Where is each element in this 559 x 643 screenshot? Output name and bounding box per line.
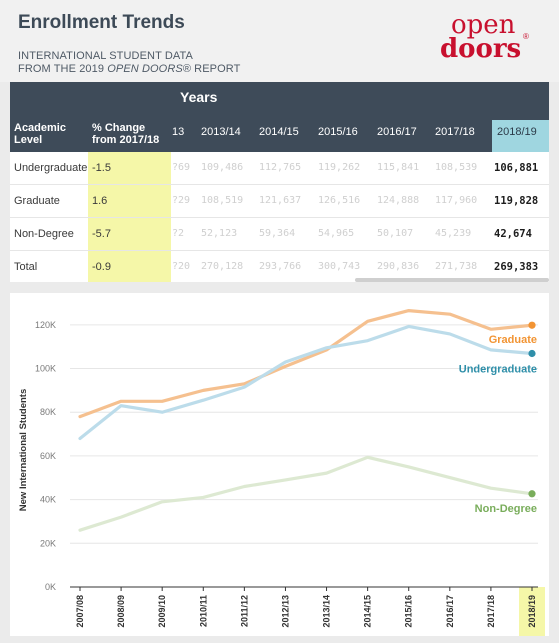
chart-svg: 0K 20K 40K 60K 80K 100K 120K 2007/08 2008/09 2009… bbox=[18, 309, 545, 636]
y-tick-label: 40K bbox=[40, 495, 56, 505]
x-tick-label: 2017/18 bbox=[486, 595, 496, 628]
series-end-point-graduate bbox=[528, 321, 536, 329]
open-doors-logo: open doors ® bbox=[440, 10, 529, 64]
table-row: Total -0.9 ?20 270,128 293,766 300,743 2… bbox=[10, 251, 549, 282]
col-header-year: 2015/16 bbox=[318, 126, 358, 138]
highlight-band bbox=[519, 587, 545, 636]
series-end-point-undergraduate bbox=[528, 349, 536, 358]
col-header-year: 2016/17 bbox=[377, 126, 417, 138]
x-tick-label: 2014/15 bbox=[363, 595, 373, 628]
col-header-level: Academic Level bbox=[14, 122, 66, 146]
col-header-year: 2017/18 bbox=[435, 126, 475, 138]
subtitle-line-1: INTERNATIONAL STUDENT DATA bbox=[18, 50, 193, 62]
x-tick-label: 2013/14 bbox=[322, 595, 332, 628]
col-header-year-highlight[interactable]: 2018/19 bbox=[492, 120, 549, 152]
table-row: Non-Degree -5.7 ?2 52,123 59,364 54,965 … bbox=[10, 218, 549, 251]
enrollment-line-chart: 0K 20K 40K 60K 80K 100K 120K 2007/08 2008/09 2009… bbox=[10, 293, 549, 636]
x-tick-label: 2007/08 bbox=[75, 595, 85, 628]
y-tick-label: 20K bbox=[40, 538, 56, 548]
x-tick-label: 2010/11 bbox=[198, 595, 208, 627]
table-header: Years Academic Level % Change from 2017/… bbox=[10, 82, 549, 152]
col-header-year: 2014/15 bbox=[259, 126, 299, 138]
x-tick-label: 2008/09 bbox=[116, 595, 126, 628]
x-tick-label: 2016/17 bbox=[445, 595, 455, 628]
y-axis-label: New International Students bbox=[18, 389, 29, 511]
x-tick-label: 2012/13 bbox=[280, 595, 290, 628]
y-tick-label: 120K bbox=[35, 320, 56, 330]
col-header-year: 2013/14 bbox=[201, 126, 241, 138]
y-tick-label: 60K bbox=[40, 451, 56, 461]
y-tick-label: 80K bbox=[40, 407, 56, 417]
series-end-point-non-degree bbox=[528, 490, 536, 498]
page-title: Enrollment Trends bbox=[18, 12, 185, 33]
x-tick-label: 2015/16 bbox=[404, 595, 414, 628]
enrollment-table: Years Academic Level % Change from 2017/… bbox=[10, 82, 549, 282]
x-tick-label: 2009/10 bbox=[157, 595, 167, 628]
x-tick-label: 2011/12 bbox=[239, 595, 249, 627]
col-header-partial: 13 bbox=[172, 126, 185, 138]
y-tick-label: 0K bbox=[45, 582, 56, 592]
series-label-non-degree: Non-Degree bbox=[475, 503, 537, 515]
table-row: Graduate 1.6 ?29 108,519 121,637 126,516… bbox=[10, 185, 549, 218]
x-tick-label: 2018/19 bbox=[527, 595, 537, 628]
col-header-change: % Change from 2017/18 bbox=[92, 122, 160, 146]
series-label-graduate: Graduate bbox=[489, 334, 537, 346]
y-tick-label: 100K bbox=[35, 364, 56, 374]
series-line-non-degree bbox=[78, 455, 534, 532]
table-row: Undergraduate -1.5 ?69 109,486 112,765 1… bbox=[10, 152, 549, 185]
subtitle-line-2: FROM THE 2019 OPEN DOORS® REPORT bbox=[18, 63, 241, 75]
series-line-undergraduate bbox=[78, 324, 534, 441]
series-line-graduate bbox=[78, 309, 534, 419]
header: Enrollment Trends INTERNATIONAL STUDENT … bbox=[0, 0, 559, 82]
series-label-undergraduate: Undergraduate bbox=[459, 364, 537, 376]
years-group-header: Years bbox=[180, 89, 218, 105]
table-horizontal-scrollbar[interactable] bbox=[355, 278, 549, 282]
